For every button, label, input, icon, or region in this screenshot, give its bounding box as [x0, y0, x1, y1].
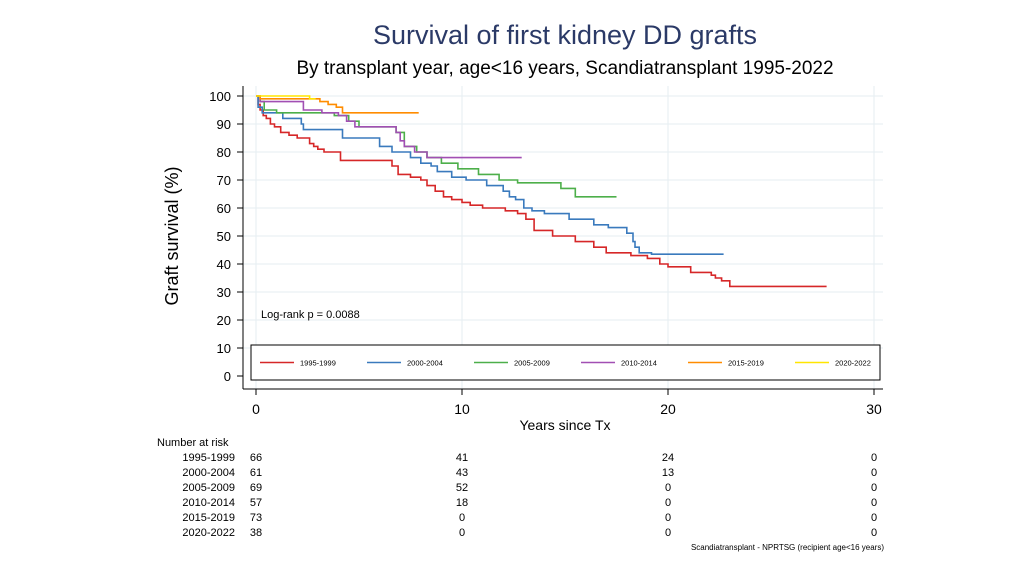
- chart-title: Survival of first kidney DD grafts: [372, 20, 758, 50]
- y-tick-label: 100: [209, 89, 231, 104]
- x-tick-label: 10: [454, 401, 470, 417]
- x-tick-label: 20: [660, 401, 676, 417]
- legend-label-2010-2014: 2010-2014: [621, 359, 657, 368]
- legend: 1995-1999 2000-2004 2005-2009 2010-2014 2015…: [250, 344, 881, 381]
- series-line-2020-2022: [256, 95, 316, 100]
- y-tick-label: 50: [217, 229, 231, 244]
- y-tick-label: 70: [217, 173, 231, 188]
- y-tick-label: 10: [217, 341, 231, 356]
- chart-subtitle: By transplant year, age<16 years, Scandi…: [296, 58, 834, 79]
- legend-label-2015-2019: 2015-2019: [728, 359, 764, 368]
- y-tick-label: 40: [217, 257, 231, 272]
- x-tick-label: 30: [866, 401, 882, 417]
- legend-label-1995-1999: 1995-1999: [300, 359, 336, 368]
- series-line-2010-2014: [256, 95, 522, 159]
- legend-label-2005-2009: 2005-2009: [514, 359, 550, 368]
- legend-label-2000-2004: 2000-2004: [407, 359, 443, 368]
- series-line-2015-2019: [256, 95, 419, 114]
- series-layer: [256, 95, 827, 288]
- logrank-annotation: Log-rank p = 0.0088: [261, 309, 360, 321]
- legend-box: [250, 344, 881, 381]
- series-line-2005-2009: [256, 95, 617, 198]
- series-line-2000-2004: [256, 95, 724, 255]
- grid-layer: [243, 86, 883, 389]
- legend-label-2020-2022: 2020-2022: [835, 359, 871, 368]
- y-tick-label: 0: [224, 369, 231, 384]
- axis-layer: Graft survival (%) Years since Tx Log-ra…: [162, 86, 883, 433]
- y-tick-label: 60: [217, 201, 231, 216]
- source-note: Scandiatransplant - NPRTSG (recipient ag…: [690, 543, 884, 552]
- series-line-1995-1999: [256, 95, 827, 288]
- y-tick-label: 90: [217, 117, 231, 132]
- y-tick-label: 20: [217, 313, 231, 328]
- y-axis-label: Graft survival (%): [162, 166, 182, 305]
- x-axis-label: Years since Tx: [519, 417, 610, 433]
- x-tick-label: 0: [252, 401, 260, 417]
- y-tick-label: 80: [217, 145, 231, 160]
- y-tick-label: 30: [217, 285, 231, 300]
